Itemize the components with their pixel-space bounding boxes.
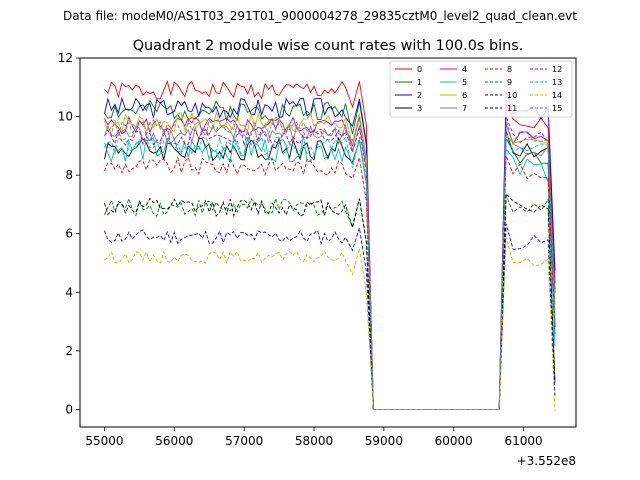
x-axis: 55000 56000 57000 58000 59000 60000 61000	[85, 427, 543, 448]
suptitle: Data file: modeM0/AS1T03_291T01_90000042…	[63, 9, 577, 23]
x-tick-label: 60000	[435, 434, 473, 448]
series-line-10	[104, 223, 556, 410]
series-line-11	[104, 192, 556, 410]
series-line-12	[104, 116, 556, 410]
x-tick-label: 61000	[505, 434, 543, 448]
y-axis: 0 2 4 6 8 10 12	[58, 51, 80, 416]
y-tick-label: 12	[58, 51, 73, 65]
series-line-0	[104, 80, 556, 410]
legend-frame	[389, 60, 573, 118]
series-line-15	[104, 118, 556, 410]
legend-label-3: 3	[417, 104, 422, 113]
legend-label-11: 11	[507, 104, 517, 113]
legend-label-14: 14	[552, 91, 562, 100]
series-line-7	[104, 124, 556, 410]
legend-label-0: 0	[417, 65, 422, 74]
series-layer	[104, 80, 556, 412]
series-line-4	[104, 115, 556, 410]
x-tick-label: 57000	[225, 434, 263, 448]
legend-label-10: 10	[507, 91, 517, 100]
y-tick-label: 2	[65, 344, 73, 358]
x-tick-label: 58000	[295, 434, 333, 448]
y-tick-label: 6	[65, 227, 73, 241]
y-tick-label: 10	[58, 110, 73, 124]
legend-label-7: 7	[462, 104, 467, 113]
legend-label-12: 12	[552, 65, 562, 74]
series-line-6	[104, 110, 556, 410]
legend-label-9: 9	[507, 78, 512, 87]
series-line-1	[104, 99, 556, 410]
series-line-8	[104, 155, 556, 410]
y-tick-label: 0	[65, 402, 73, 416]
legend-label-6: 6	[462, 91, 467, 100]
series-line-5	[104, 135, 556, 410]
y-tick-label: 8	[65, 168, 73, 182]
x-offset-label: +3.552e8	[517, 454, 576, 468]
x-tick-label: 59000	[365, 434, 403, 448]
chart-title: Quadrant 2 module wise count rates with …	[133, 38, 524, 54]
plot-area: 55000 56000 57000 58000 59000 60000 61000 0 2 4 6…	[58, 51, 577, 468]
legend-label-2: 2	[417, 91, 422, 100]
legend-label-8: 8	[507, 65, 512, 74]
series-line-13	[104, 135, 556, 410]
legend-label-15: 15	[552, 104, 562, 113]
legend-label-1: 1	[417, 78, 422, 87]
series-line-14	[104, 237, 556, 412]
x-tick-label: 55000	[85, 434, 123, 448]
axes-frame	[79, 57, 577, 428]
legend-label-5: 5	[462, 78, 467, 87]
y-tick-label: 4	[65, 285, 73, 299]
series-line-9	[104, 195, 556, 410]
x-tick-label: 56000	[155, 434, 193, 448]
legend-label-13: 13	[552, 78, 562, 87]
legend-label-4: 4	[462, 65, 467, 74]
series-line-2	[104, 90, 556, 410]
series-line-3	[104, 130, 556, 410]
